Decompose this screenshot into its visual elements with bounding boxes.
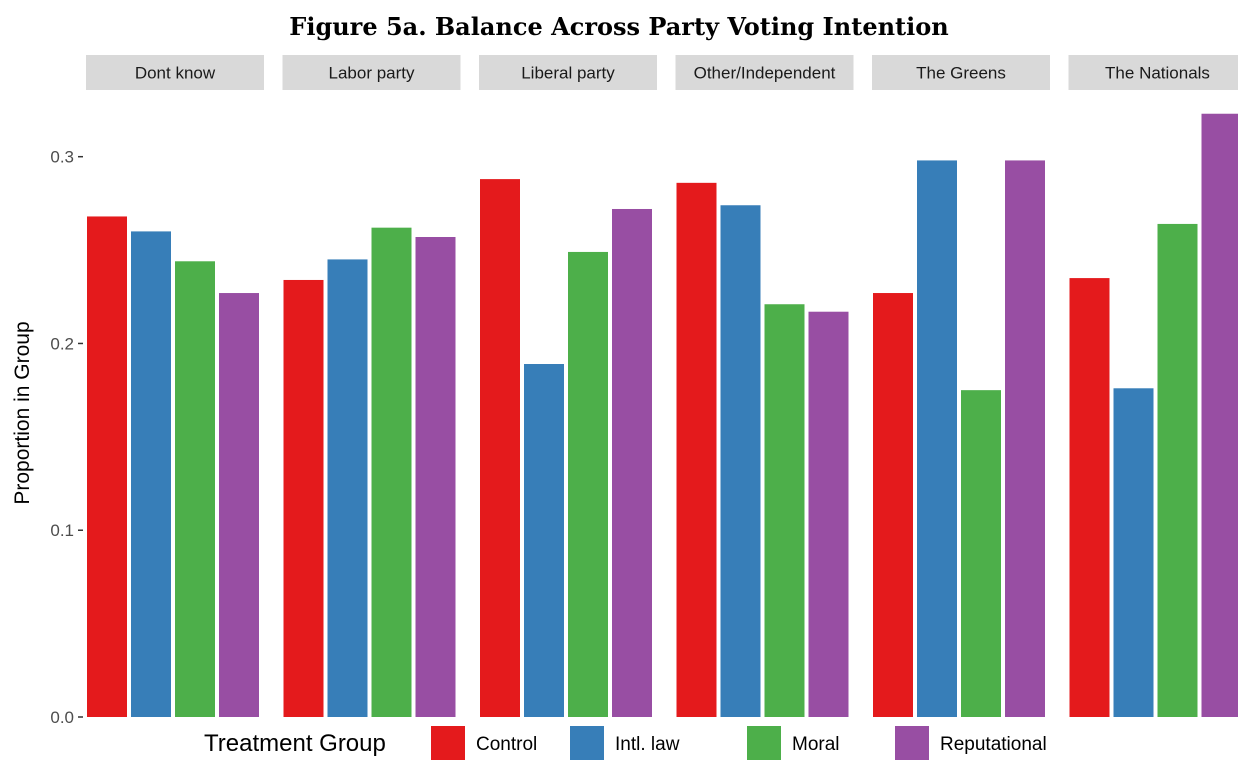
facet-strip (1068, 55, 1238, 90)
bar (808, 311, 849, 717)
bar (612, 208, 652, 718)
bar (568, 251, 608, 717)
legend: Treatment Group Control Intl. law Moral Repu… (204, 726, 1047, 760)
legend-label: Control (476, 734, 537, 755)
bar (175, 261, 215, 717)
y-tick-label: 0.2 (50, 334, 74, 353)
bar (1157, 223, 1198, 717)
bar (283, 279, 324, 717)
legend-swatch (431, 726, 465, 760)
bar-marks (87, 113, 1238, 718)
facet-strip (872, 55, 1050, 90)
chart-title: Figure 5a. Balance Across Party Voting I… (289, 12, 949, 41)
y-axis: 0.0 0.1 0.2 0.3 (50, 148, 83, 727)
facet-strip (282, 55, 461, 90)
bar (1069, 278, 1110, 717)
facet-strip-label: Labor party (329, 64, 415, 83)
legend-label: Moral (792, 734, 840, 755)
facet-strip (479, 55, 657, 90)
bar (764, 304, 805, 717)
facet-strip (675, 55, 854, 90)
facet-strip-label: The Nationals (1105, 64, 1210, 83)
bar (327, 259, 368, 717)
legend-title: Treatment Group (204, 730, 386, 757)
bar (961, 390, 1001, 717)
legend-swatch (570, 726, 604, 760)
facet-strips: Dont know Labor party Liberal party Other/I… (86, 55, 1238, 90)
bar (131, 231, 171, 717)
bar (87, 216, 127, 717)
y-tick-label: 0.1 (50, 521, 74, 540)
legend-swatch (747, 726, 781, 760)
bar (480, 179, 520, 717)
facet-strip-label: The Greens (916, 64, 1006, 83)
bar (524, 364, 564, 717)
facet-strip-label: Liberal party (521, 64, 615, 83)
bar (415, 237, 456, 717)
legend-label: Intl. law (615, 734, 680, 755)
legend-swatch (895, 726, 929, 760)
legend-label: Reputational (940, 734, 1047, 755)
bar (1113, 388, 1154, 717)
facet-strip (86, 55, 264, 90)
bar (873, 293, 913, 717)
bar (917, 160, 957, 718)
y-tick-label: 0.0 (50, 708, 74, 727)
bar (1201, 113, 1238, 718)
facet-strip-label: Dont know (135, 64, 216, 83)
bar (219, 293, 259, 717)
bar (676, 182, 717, 718)
y-tick-label: 0.3 (50, 148, 74, 167)
bar (371, 227, 412, 717)
bar (720, 205, 761, 717)
y-axis-title: Proportion in Group (11, 321, 34, 504)
facet-strip-label: Other/Independent (694, 64, 836, 83)
bar (1005, 160, 1045, 718)
